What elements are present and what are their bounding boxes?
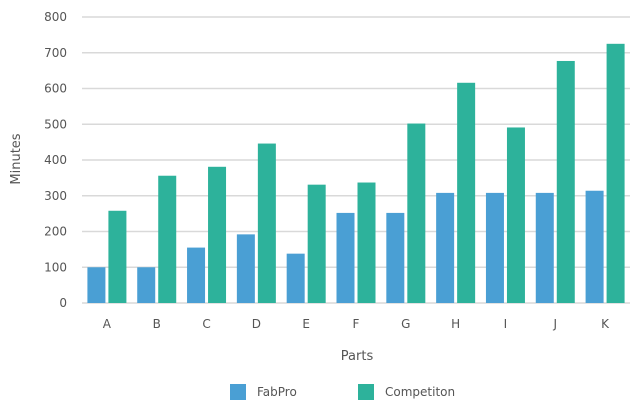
bar-competiton-f (357, 182, 376, 303)
bar-fabpro-e (286, 253, 305, 303)
legend-label: FabPro (257, 385, 297, 399)
bar-fabpro-g (386, 212, 405, 303)
y-tick-label: 300 (44, 189, 67, 203)
bar-fabpro-f (336, 212, 355, 303)
y-tick-label: 200 (44, 225, 67, 239)
y-tick-label: 400 (44, 153, 67, 167)
bar-fabpro-k (585, 190, 604, 303)
bar-competiton-i (506, 127, 525, 303)
bar-competiton-b (158, 175, 177, 303)
x-axis-label: Parts (341, 349, 374, 364)
legend-item-competiton: Competiton (358, 384, 455, 400)
bar-fabpro-c (187, 247, 206, 303)
legend-swatch (230, 384, 246, 400)
bar-fabpro-j (535, 192, 554, 303)
x-tick-label: F (353, 317, 360, 331)
x-axis-ticks: A B C D E F G H I J K (103, 317, 610, 331)
legend-swatch (358, 384, 374, 400)
y-axis-label: Minutes (9, 133, 24, 184)
bar-fabpro-b (137, 267, 156, 303)
y-tick-label: 100 (44, 260, 67, 274)
bar-competiton-a (108, 210, 127, 303)
bar-competiton-e (307, 184, 326, 303)
bar-competiton-k (606, 43, 625, 303)
bar-competiton-d (257, 143, 276, 303)
x-tick-label: G (401, 317, 410, 331)
bar-competiton-g (407, 123, 426, 303)
bar-fabpro-d (236, 234, 255, 303)
y-tick-label: 600 (44, 82, 67, 96)
bar-fabpro-h (436, 192, 455, 303)
bar-fabpro-i (485, 192, 504, 303)
y-axis-ticks: 0 100 200 300 400 500 600 700 800 (44, 10, 67, 310)
y-tick-label: 500 (44, 117, 67, 131)
legend-item-fabpro: FabPro (230, 384, 297, 400)
bars (87, 43, 625, 303)
x-tick-label: H (451, 317, 460, 331)
x-tick-label: E (302, 317, 310, 331)
x-tick-label: D (252, 317, 261, 331)
x-tick-label: J (552, 317, 557, 331)
legend: FabPro Competiton (230, 384, 455, 400)
x-tick-label: B (153, 317, 161, 331)
y-tick-label: 800 (44, 10, 67, 24)
y-tick-label: 700 (44, 46, 67, 60)
bar-competiton-j (556, 60, 575, 303)
x-tick-label: C (202, 317, 210, 331)
x-tick-label: A (103, 317, 112, 331)
x-tick-label: K (601, 317, 610, 331)
x-tick-label: I (504, 317, 508, 331)
legend-label: Competiton (385, 385, 455, 399)
bar-competiton-c (208, 166, 227, 303)
bar-competiton-h (457, 82, 476, 303)
bar-fabpro-a (87, 267, 106, 303)
y-tick-label: 0 (59, 296, 67, 310)
